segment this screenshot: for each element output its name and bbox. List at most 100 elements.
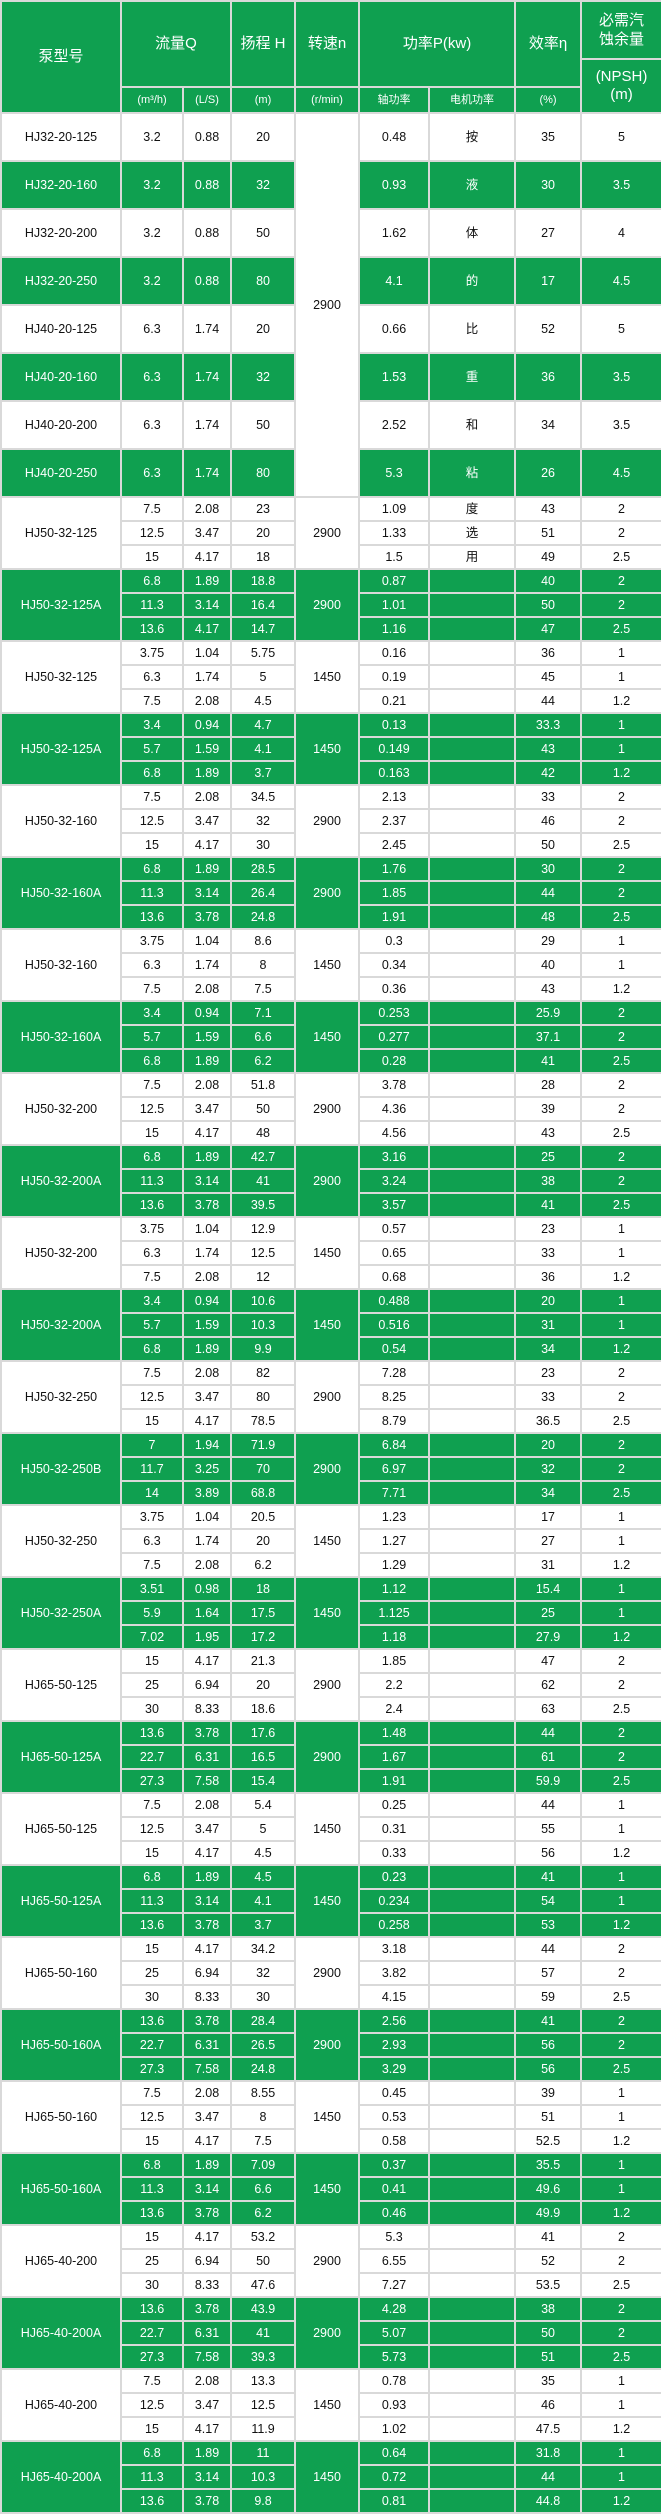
cell-efficiency: 25 [514, 1600, 583, 1626]
cell-npsh: 1 [580, 736, 661, 762]
cell-flow-ls: 4.17 [181, 1936, 233, 1962]
cell-speed-rpm: 2900 [294, 112, 361, 498]
cell-pump-model: HJ65-50-160 [0, 2080, 122, 2154]
table-row: HJ50-32-125 3.75 1.04 5.75 1450 0.16 36 1 [0, 640, 661, 714]
cell-head-m: 16.4 [230, 592, 297, 618]
cell-efficiency: 49.6 [514, 2176, 583, 2202]
cell-flow-ls: 3.47 [181, 2104, 233, 2130]
cell-efficiency: 35.5 [514, 2152, 583, 2178]
cell-flow-m3h: 12.5 [120, 2104, 184, 2130]
cell-flow-m3h: 15 [120, 2128, 184, 2154]
cell-flow-m3h: 7.5 [120, 1360, 184, 1386]
table-row: 11.3 3.14 16.4 1.01 50 2 [1, 592, 661, 618]
cell-efficiency: 15.4 [514, 1576, 583, 1602]
cell-motor-power [428, 1552, 517, 1578]
table-row: 7.5 2.08 4.5 0.21 44 1.2 [1, 688, 661, 714]
cell-speed-rpm: 2900 [294, 496, 361, 570]
cell-npsh: 1 [580, 1312, 661, 1338]
cell-efficiency: 43 [514, 976, 583, 1002]
cell-head-m: 80 [230, 256, 297, 306]
table-row: HJ50-32-250B 7 1.94 71.9 2900 6.84 20 2 [0, 1432, 661, 1506]
cell-npsh: 1.2 [580, 688, 661, 714]
cell-shaft-power: 2.52 [358, 400, 431, 450]
cell-motor-power [428, 2440, 517, 2466]
cell-shaft-power: 8.79 [358, 1408, 431, 1434]
cell-motor-power [428, 1672, 517, 1698]
table-row: 11.3 3.14 6.6 0.41 49.6 1 [1, 2176, 661, 2202]
cell-efficiency: 51 [514, 2104, 583, 2130]
cell-head-m: 39.3 [230, 2344, 297, 2370]
cell-shaft-power: 3.18 [358, 1936, 431, 1962]
cell-motor-power [428, 784, 517, 810]
cell-speed-rpm: 2900 [294, 856, 361, 930]
table-row: 6.8 1.89 3.7 0.163 42 1.2 [1, 760, 661, 786]
cell-npsh: 2 [580, 2320, 661, 2346]
header-head: 扬程 H [230, 0, 297, 88]
table-row: 5.7 1.59 6.6 0.277 37.1 2 [1, 1024, 661, 1050]
table-row: 25 6.94 50 6.55 52 2 [1, 2248, 661, 2274]
cell-shaft-power: 1.02 [358, 2416, 431, 2442]
subheader-shaft-power: 轴功率 [358, 86, 431, 114]
cell-efficiency: 44 [514, 688, 583, 714]
table-row: HJ50-32-200 7.5 2.08 51.8 2900 3.78 28 2 [0, 1072, 661, 1146]
cell-shaft-power: 4.28 [358, 2296, 431, 2322]
cell-npsh: 1 [580, 1816, 661, 1842]
cell-npsh: 3.5 [580, 400, 661, 450]
cell-flow-m3h: 13.6 [120, 1912, 184, 1938]
cell-flow-m3h: 11.3 [120, 592, 184, 618]
cell-flow-m3h: 15 [120, 544, 184, 570]
cell-speed-rpm: 2900 [294, 1072, 361, 1146]
cell-shaft-power: 1.18 [358, 1624, 431, 1650]
table-row: HJ40-20-250 6.3 1.74 80 5.3 粘 26 4.5 [0, 448, 661, 498]
cell-shaft-power: 1.67 [358, 1744, 431, 1770]
cell-flow-ls: 6.94 [181, 1960, 233, 1986]
cell-flow-ls: 1.04 [181, 640, 233, 666]
cell-npsh: 2 [580, 1744, 661, 1770]
cell-flow-m3h: 27.3 [120, 2056, 184, 2082]
cell-flow-ls: 3.47 [181, 1096, 233, 1122]
cell-efficiency: 33 [514, 784, 583, 810]
table-row: HJ50-32-200A 3.4 0.94 10.6 1450 0.488 20 1 [0, 1288, 661, 1362]
table-row: 15 4.17 18 1.5 用 49 2.5 [1, 544, 661, 570]
cell-flow-ls: 0.94 [181, 712, 233, 738]
cell-pump-model: HJ50-32-250 [0, 1360, 122, 1434]
subheader-flow-m3h: (m³/h) [120, 86, 184, 114]
cell-efficiency: 44 [514, 1792, 583, 1818]
cell-motor-power [428, 1216, 517, 1242]
table-row: 30 8.33 47.6 7.27 53.5 2.5 [1, 2272, 661, 2298]
cell-pump-model: HJ50-32-125A [0, 712, 122, 786]
cell-efficiency: 43 [514, 1120, 583, 1146]
cell-motor-power [428, 1720, 517, 1746]
cell-motor-power [428, 1312, 517, 1338]
cell-efficiency: 17 [514, 1504, 583, 1530]
cell-head-m: 9.9 [230, 1336, 297, 1362]
cell-head-m: 50 [230, 400, 297, 450]
cell-head-m: 20 [230, 520, 297, 546]
cell-motor-power [428, 2032, 517, 2058]
cell-head-m: 4.1 [230, 1888, 297, 1914]
cell-motor-power [428, 2368, 517, 2394]
subheader-flow-ls: (L/S) [181, 86, 233, 114]
cell-head-m: 7.5 [230, 2128, 297, 2154]
cell-motor-power [428, 640, 517, 666]
cell-head-m: 20 [230, 1672, 297, 1698]
cell-flow-ls: 3.47 [181, 2392, 233, 2418]
cell-efficiency: 30 [514, 160, 583, 210]
cell-pump-model: HJ65-50-125 [0, 1792, 122, 1866]
cell-head-m: 6.2 [230, 1048, 297, 1074]
cell-efficiency: 23 [514, 1360, 583, 1386]
table-row: HJ65-50-160A 13.6 3.78 28.4 2900 2.56 41 2 [0, 2008, 661, 2082]
cell-npsh: 1 [580, 712, 661, 738]
cell-npsh: 1 [580, 2176, 661, 2202]
cell-shaft-power: 0.93 [358, 160, 431, 210]
cell-speed-rpm: 1450 [294, 2080, 361, 2154]
cell-shaft-power: 2.56 [358, 2008, 431, 2034]
cell-head-m: 17.5 [230, 1600, 297, 1626]
cell-efficiency: 27 [514, 208, 583, 258]
cell-head-m: 26.5 [230, 2032, 297, 2058]
cell-efficiency: 44 [514, 1936, 583, 1962]
cell-shaft-power: 0.19 [358, 664, 431, 690]
cell-motor-power [428, 1096, 517, 1122]
table-row: HJ32-20-125 3.2 0.88 20 2900 0.48 按 35 5 [0, 112, 661, 498]
